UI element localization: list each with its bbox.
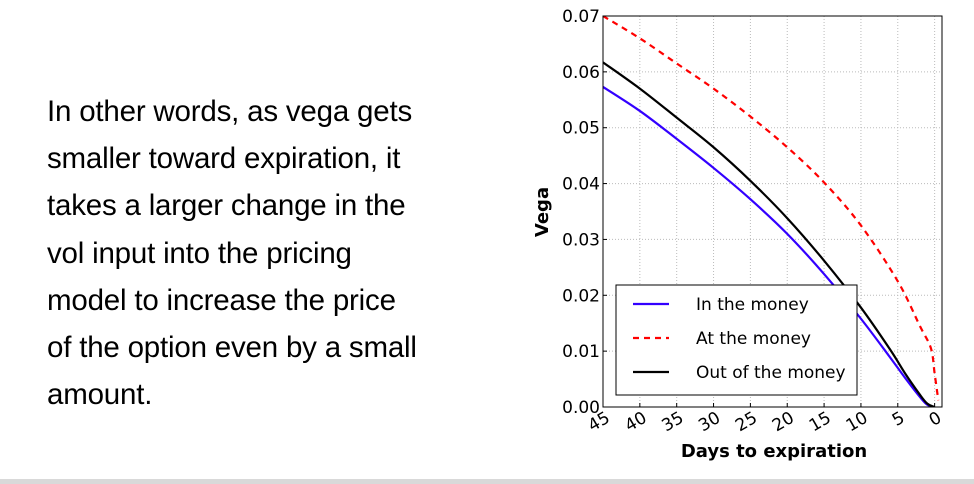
- series-line-out-of-the-money: [603, 61, 936, 407]
- x-tick-label: 0: [926, 408, 945, 431]
- x-tick-label: 10: [843, 408, 872, 436]
- y-tick-label: 0.01: [562, 342, 600, 362]
- slide-body-text: In other words, as vega gets smaller tow…: [47, 88, 517, 418]
- x-tick-label: 5: [889, 408, 908, 431]
- x-tick-label: 40: [622, 408, 651, 436]
- body-line: model to increase the price: [47, 283, 396, 317]
- legend-label: Out of the money: [696, 363, 846, 383]
- y-tick-label: 0.03: [562, 230, 600, 250]
- body-line: of the option even by a small: [47, 331, 417, 365]
- x-tick-label: 25: [732, 408, 761, 436]
- x-tick-label: 30: [695, 408, 724, 436]
- body-line: smaller toward expiration, it: [47, 142, 401, 176]
- legend-label: In the money: [696, 295, 809, 315]
- y-tick-label: 0.06: [562, 63, 600, 83]
- y-tick-label: 0.05: [562, 119, 600, 139]
- series-line-at-the-money: [603, 16, 940, 401]
- body-line: In other words, as vega gets: [47, 95, 412, 128]
- series-line-in-the-money: [603, 86, 935, 407]
- legend: In the money At the money Out of the money: [615, 284, 858, 396]
- y-tick-label: 0.00: [562, 398, 600, 418]
- y-axis-label: Vega: [532, 187, 553, 237]
- y-tick-label: 0.04: [562, 175, 600, 195]
- x-axis-label: Days to expiration: [681, 441, 867, 462]
- x-tick-label: 15: [806, 408, 835, 436]
- series-lines: [603, 16, 940, 407]
- slide-bottom-border: [0, 479, 974, 484]
- body-line: amount.: [47, 378, 153, 412]
- y-tick-label: 0.07: [562, 7, 600, 27]
- body-line: vol input into the pricing: [47, 236, 352, 270]
- body-line: takes a larger change in the: [47, 189, 406, 223]
- plot-frame: [602, 15, 943, 408]
- y-tick-label: 0.02: [562, 286, 600, 306]
- x-tick-label: 20: [769, 408, 798, 436]
- x-tick-label: 35: [658, 408, 687, 436]
- legend-label: At the money: [696, 329, 811, 349]
